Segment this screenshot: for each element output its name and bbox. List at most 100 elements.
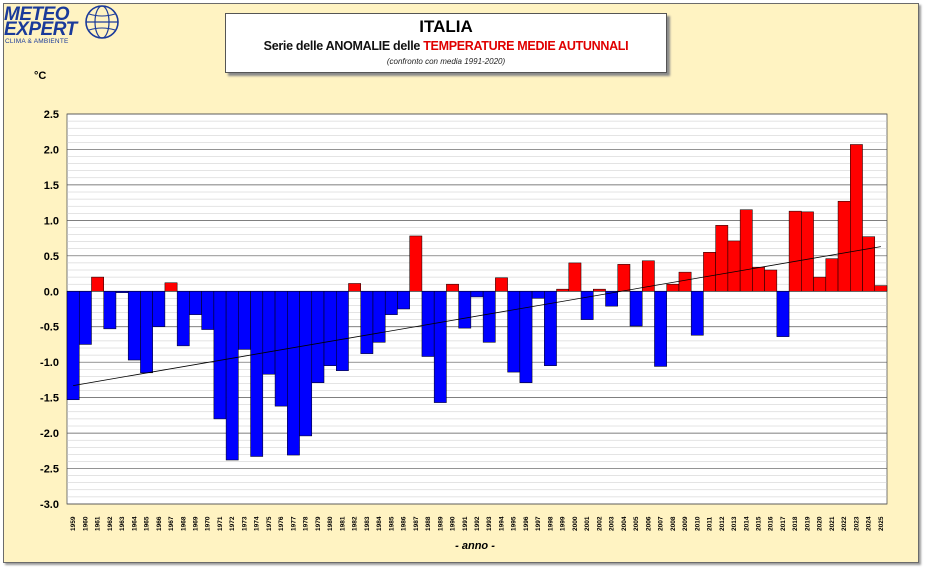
x-tick-label: 2013 <box>731 516 738 531</box>
x-tick-label: 1985 <box>388 516 395 531</box>
bar-2016 <box>764 269 778 292</box>
bar-2003 <box>605 291 619 307</box>
x-tick-label: 1972 <box>229 516 236 531</box>
x-tick-label: 1977 <box>290 516 297 531</box>
bar-2004 <box>617 264 631 292</box>
bar-2014 <box>739 209 753 292</box>
x-tick-label: 1978 <box>303 516 310 531</box>
bar-1977 <box>287 291 300 456</box>
bar-1983 <box>360 291 374 354</box>
x-tick-label: 1995 <box>511 516 518 531</box>
bar-2023 <box>850 144 863 292</box>
y-tick-label: -0.5 <box>40 322 59 334</box>
x-tick-label: 2022 <box>841 516 848 531</box>
bar-1962 <box>103 291 117 330</box>
bar-1996 <box>519 291 533 383</box>
x-tick-label: 2015 <box>755 516 762 531</box>
y-tick-label: -3.0 <box>40 499 59 511</box>
x-tick-label: 2009 <box>682 516 689 531</box>
x-tick-label: 2004 <box>621 516 628 531</box>
bar-2007 <box>654 291 667 367</box>
bar-2024 <box>862 236 876 292</box>
x-tick-label: 2001 <box>584 516 591 531</box>
x-tick-label: 2017 <box>780 516 787 531</box>
bar-1971 <box>213 291 227 420</box>
bar-1981 <box>336 291 349 371</box>
x-tick-label: 1987 <box>413 516 420 531</box>
bar-2022 <box>837 200 851 292</box>
meteo-expert-logo: METEO EXPERT CLIMA & AMBIENTE <box>4 4 120 48</box>
x-tick-label: 1969 <box>193 516 200 531</box>
bar-1982 <box>348 283 361 292</box>
bar-1974 <box>250 291 264 457</box>
x-tick-label: 1964 <box>131 516 138 531</box>
x-tick-label: 1962 <box>107 516 114 531</box>
bar-2000 <box>568 262 582 292</box>
bar-1985 <box>384 291 398 315</box>
x-tick-label: 1967 <box>168 516 175 531</box>
x-tick-label: 1973 <box>241 516 248 531</box>
x-tick-label: 1959 <box>70 516 77 531</box>
chart-title: ITALIA <box>419 17 473 36</box>
x-tick-label: 1992 <box>474 516 481 531</box>
x-tick-label: 2021 <box>829 516 836 531</box>
x-tick-label: 1984 <box>376 516 383 531</box>
bar-2005 <box>629 291 643 327</box>
y-tick-label: 0.0 <box>44 286 59 298</box>
y-axis-ticks: 2.5 2.0 1.5 1.0 0.5 0.0 -0.5 -1.0 -1.5 -2.0 -2.5 -3… <box>40 109 59 511</box>
bar-2021 <box>825 258 839 292</box>
x-tick-label: 1986 <box>401 516 408 531</box>
x-tick-label: 2011 <box>707 517 714 531</box>
bar-2012 <box>715 225 729 292</box>
bar-1964 <box>127 291 141 361</box>
y-tick-label: -1.5 <box>40 393 59 405</box>
subtitle-part-2: TEMPERATURE MEDIE AUTUNNALI <box>423 39 629 53</box>
y-tick-label: 2.0 <box>44 144 59 156</box>
y-axis-label: °C <box>34 70 46 82</box>
bar-2011 <box>703 252 716 292</box>
x-tick-label: 1989 <box>437 516 444 531</box>
x-tick-label: 2000 <box>572 516 579 531</box>
x-tick-label: 1983 <box>364 516 371 531</box>
bar-1959 <box>66 291 80 401</box>
x-tick-label: 2020 <box>817 516 824 531</box>
bar-1967 <box>164 282 178 292</box>
bar-1990 <box>446 283 459 292</box>
bar-1975 <box>262 291 276 375</box>
x-tick-label: 2002 <box>596 516 603 531</box>
y-tick-label: 1.0 <box>44 215 59 227</box>
x-tick-label: 1997 <box>535 516 542 531</box>
bar-1991 <box>458 291 472 329</box>
logo-text-line1: METEO <box>4 4 70 25</box>
x-tick-label: 1993 <box>486 516 493 531</box>
x-tick-label: 2025 <box>878 516 885 531</box>
globe-icon <box>85 5 119 39</box>
y-tick-label: -2.5 <box>40 464 59 476</box>
x-tick-label: 1979 <box>315 516 322 531</box>
x-tick-label: 1994 <box>498 516 505 531</box>
bar-1997 <box>531 291 545 299</box>
x-tick-label: 2003 <box>609 516 616 531</box>
x-tick-label: 1961 <box>95 516 102 531</box>
bar-2006 <box>641 260 655 292</box>
bar-1970 <box>201 291 215 330</box>
x-tick-label: 2012 <box>719 516 726 531</box>
bar-1973 <box>238 291 251 350</box>
bar-2020 <box>813 276 827 292</box>
x-tick-label: 1980 <box>327 516 334 531</box>
x-tick-label: 1970 <box>205 516 212 531</box>
x-tick-label: 2006 <box>645 516 652 531</box>
bar-1965 <box>140 291 153 374</box>
x-tick-label: 1965 <box>144 516 151 531</box>
bar-1960 <box>78 291 92 345</box>
x-tick-label: 1988 <box>425 516 432 531</box>
bar-2017 <box>776 291 790 337</box>
chart-note: (confronto con media 1991-2020) <box>386 57 506 66</box>
x-tick-label: 2019 <box>804 516 811 531</box>
x-axis-ticks: 1959 1960 1961 1962 1963 1964 1965 1966 1967 1968… <box>70 516 885 531</box>
x-tick-label: 1963 <box>119 516 126 531</box>
bar-2025 <box>874 285 888 292</box>
bar-2001 <box>580 291 594 320</box>
x-tick-label: 2024 <box>866 516 873 531</box>
